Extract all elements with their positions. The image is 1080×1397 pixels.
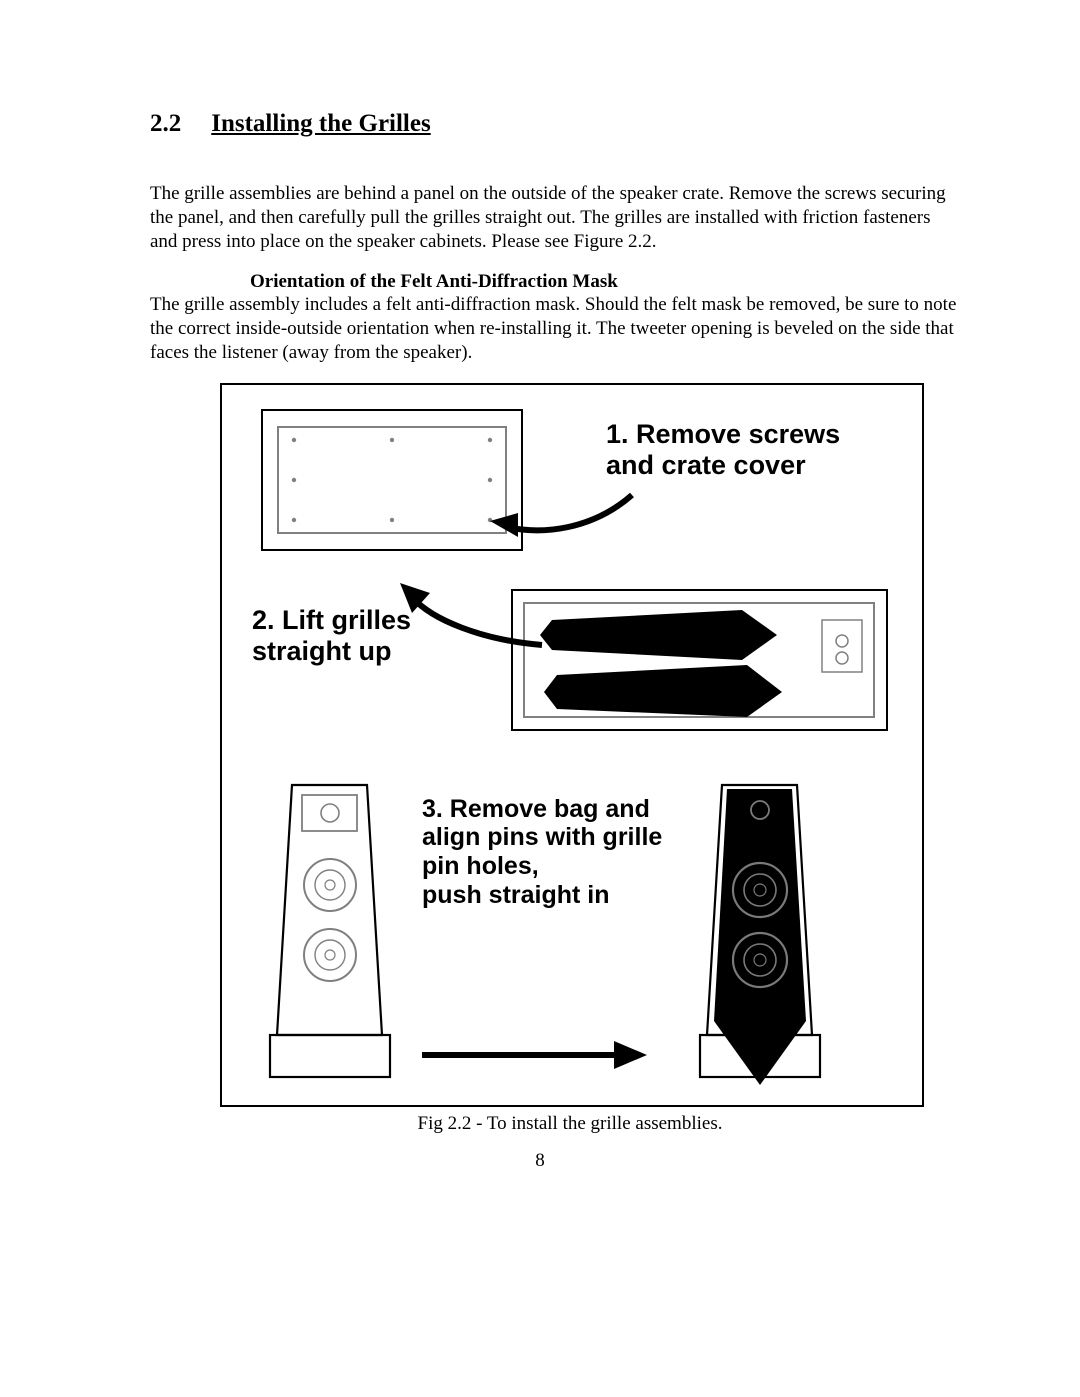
arrow-step1-icon xyxy=(490,495,632,537)
section-title: Installing the Grilles xyxy=(211,110,430,137)
speaker-right-icon xyxy=(700,785,820,1085)
section-number: 2.2 xyxy=(150,110,181,138)
grille-box-icon xyxy=(512,590,887,730)
crate-cover-icon xyxy=(262,410,522,550)
figure-svg xyxy=(222,385,922,1105)
figure-step3-label: 3. Remove bag and align pins with grille… xyxy=(422,795,682,910)
figure-caption: Fig 2.2 - To install the grille assembli… xyxy=(220,1113,920,1135)
speaker-left-icon xyxy=(270,785,390,1077)
figure-step2-label: 2. Lift grilles straight up xyxy=(252,605,452,667)
page-number: 8 xyxy=(0,1150,1080,1172)
paragraph-2: The grille assembly includes a felt anti… xyxy=(150,293,960,364)
subheading: Orientation of the Felt Anti-Diffraction… xyxy=(250,271,960,293)
figure-2-2: 1. Remove screws and crate cover 2. Lift… xyxy=(220,383,924,1107)
figure-step1-label: 1. Remove screws and crate cover xyxy=(606,419,886,481)
arrow-step3-icon xyxy=(422,1041,647,1069)
page-content: 2.2 Installing the Grilles The grille ass… xyxy=(0,0,1080,1175)
paragraph-1: The grille assemblies are behind a panel… xyxy=(150,182,960,253)
section-heading: 2.2 Installing the Grilles xyxy=(150,110,960,138)
